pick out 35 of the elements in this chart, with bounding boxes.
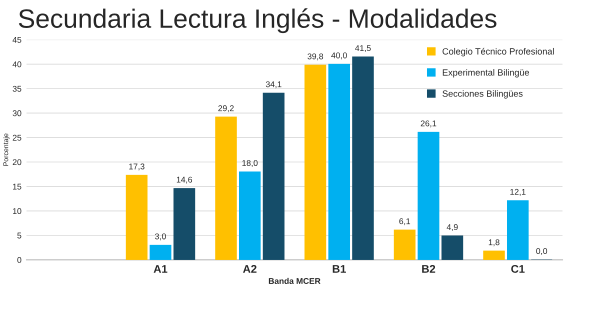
y-tick-label: 20 — [12, 159, 22, 166]
y-tick-label: 10 — [13, 208, 22, 214]
data-label: 29,2 — [218, 105, 234, 112]
x-tick-label: C1 — [511, 264, 525, 273]
data-label: 1,8 — [488, 239, 500, 246]
x-axis-title: Banda MCER — [268, 278, 320, 284]
y-tick-label: 45 — [12, 37, 22, 43]
y-tick-label: 0 — [17, 257, 22, 263]
data-label: 12,1 — [510, 188, 526, 196]
data-label: 41,5 — [355, 45, 371, 52]
data-label: 39,8 — [308, 53, 324, 60]
x-tick-label: B2 — [422, 264, 436, 273]
data-label: 17,3 — [129, 164, 144, 170]
y-tick-label: 30 — [12, 110, 22, 116]
legend-label: Experimental Bilingüe — [442, 69, 530, 78]
y-tick-label: 35 — [12, 86, 22, 92]
y-tick-label: 40 — [12, 61, 22, 68]
legend-label: Colegio Técnico Profesional — [442, 48, 554, 56]
legend-label: Secciones Bilingües — [442, 90, 523, 99]
data-label: 6,1 — [399, 218, 410, 226]
data-label: 18,0 — [242, 160, 258, 167]
data-label: 0,0 — [536, 248, 548, 256]
data-label: 40,0 — [331, 52, 347, 60]
y-tick-label: 25 — [12, 134, 22, 141]
data-label: 3,0 — [155, 233, 166, 240]
x-tick-label: A2 — [243, 264, 256, 273]
data-label: 34,1 — [266, 81, 282, 88]
x-tick-label: A1 — [154, 265, 168, 273]
chart-title: Secundaria Lectura Inglés - Modalidades — [18, 8, 496, 34]
x-tick-label: B1 — [332, 265, 346, 273]
data-label: 14,6 — [176, 176, 192, 184]
y-tick-label: 15 — [13, 184, 22, 190]
data-label: 26,1 — [420, 120, 436, 128]
data-label: 4,9 — [446, 224, 458, 232]
y-tick-label: 5 — [17, 232, 22, 238]
